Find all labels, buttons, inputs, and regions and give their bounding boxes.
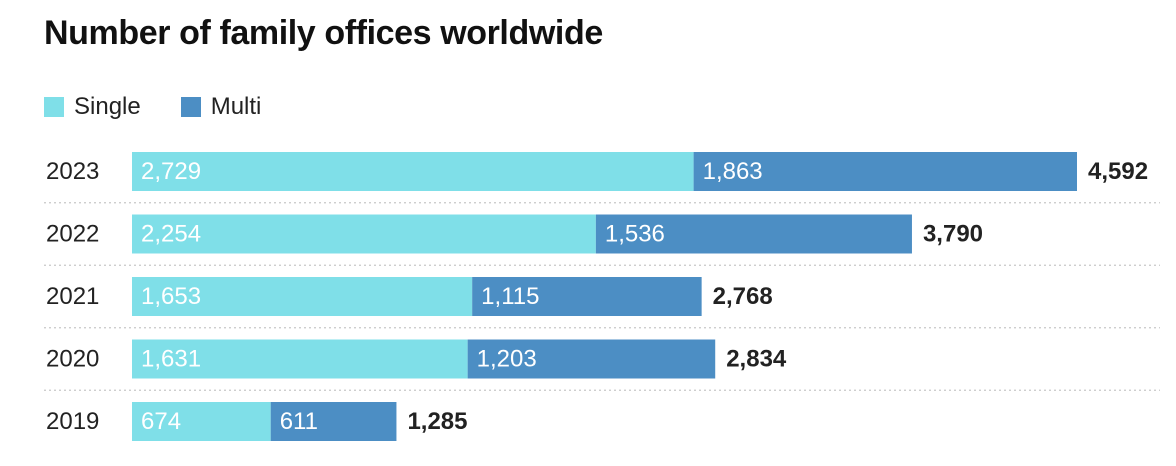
bar-multi-2021 [472, 277, 702, 316]
legend-item-multi: Multi [180, 93, 262, 121]
bar-single-2019 [132, 402, 271, 441]
bar-label-single-2021: 1,653 [141, 283, 201, 310]
legend-swatch-multi [180, 97, 201, 117]
bar-label-multi-2021: 1,115 [481, 283, 539, 310]
total-label-2020: 2,834 [726, 346, 787, 373]
bar-label-multi-2020: 1,203 [477, 346, 537, 373]
bar-label-multi-2022: 1,536 [605, 221, 665, 248]
year-label-2019: 2019 [46, 408, 99, 435]
bar-multi-2023 [693, 152, 1077, 191]
bar-single-2020 [132, 339, 468, 379]
chart-title: Number of family offices worldwide [44, 14, 603, 52]
bar-label-multi-2019: 611 [280, 408, 318, 435]
bar-single-2022 [132, 214, 596, 254]
total-label-2021: 2,768 [713, 283, 773, 310]
year-label-2021: 2021 [46, 283, 99, 310]
chart-legend: Single Multi [44, 92, 301, 122]
bar-label-single-2019: 674 [141, 408, 181, 435]
bar-label-single-2023: 2,729 [141, 158, 201, 185]
bar-single-2021 [132, 277, 473, 316]
year-label-2020: 2020 [46, 346, 99, 373]
total-label-2022: 3,790 [923, 221, 983, 248]
bar-label-multi-2023: 1,863 [703, 158, 763, 185]
total-label-2019: 1,285 [407, 408, 467, 435]
bar-multi-2022 [595, 214, 912, 254]
legend-label-single: Single [74, 93, 141, 120]
legend-label-multi: Multi [210, 93, 262, 120]
bar-label-single-2020: 1,631 [141, 346, 201, 373]
bar-label-single-2022: 2,254 [141, 221, 201, 248]
bar-single-2023 [132, 152, 694, 191]
year-label-2022: 2022 [46, 221, 99, 248]
bar-multi-2020 [467, 339, 716, 379]
legend-item-single: Single [44, 93, 141, 121]
year-label-2023: 2023 [46, 158, 99, 185]
legend-swatch-single [44, 97, 64, 117]
total-label-2023: 4,592 [1088, 158, 1148, 185]
bar-multi-2019 [270, 402, 397, 441]
